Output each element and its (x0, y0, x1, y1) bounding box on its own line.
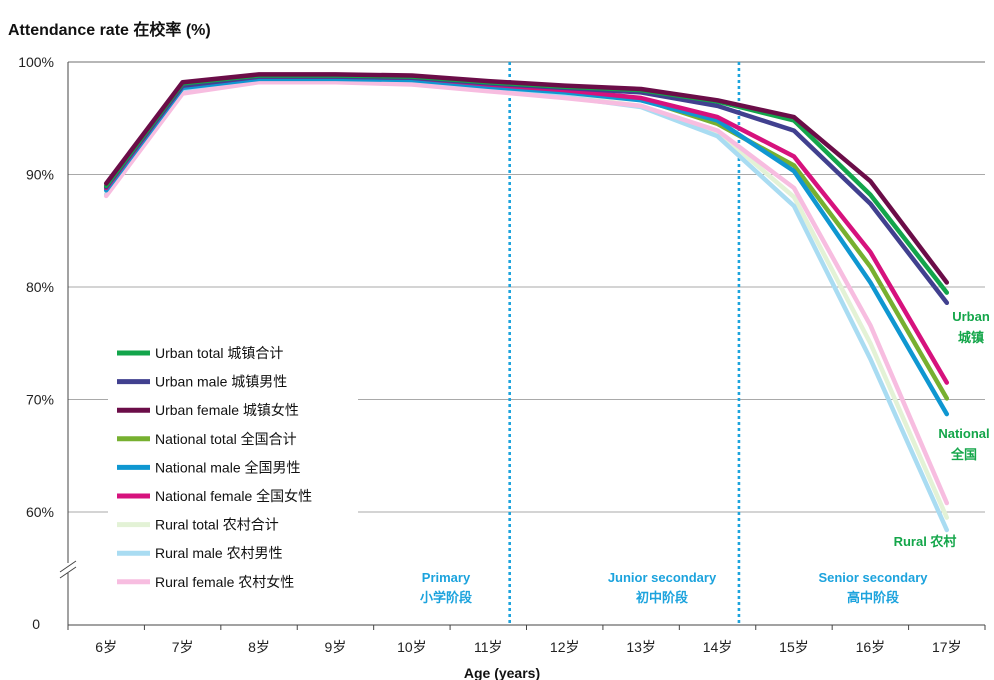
y-tick-label: 80% (26, 279, 54, 295)
x-tick-label: 12岁 (550, 639, 580, 655)
stage-label-zh: 高中阶段 (847, 590, 899, 605)
end-label-rural: Rural 农村 (894, 534, 957, 549)
stage-label-zh: 初中阶段 (636, 590, 688, 605)
axis-break-mark (59, 566, 77, 579)
y-axis-labels: 100% 90% 80% 70% 60% 0 (18, 54, 54, 632)
stage-label-zh: 小学阶段 (420, 590, 472, 605)
legend-label: Rural male 农村男性 (155, 545, 283, 561)
x-tick-label: 17岁 (932, 639, 962, 655)
x-tick-label: 8岁 (248, 639, 270, 655)
series-line (103, 79, 950, 506)
y-tick-label: 60% (26, 504, 54, 520)
legend: Urban total 城镇合计 Urban male 城镇男性 Urban fem… (108, 340, 358, 602)
legend-label: Urban male 城镇男性 (155, 374, 287, 390)
y-tick-label: 100% (18, 54, 54, 70)
series-line (103, 76, 950, 417)
x-tick-label: 7岁 (172, 639, 194, 655)
series-lines (103, 72, 950, 533)
x-tick-label: 6岁 (95, 639, 117, 655)
legend-label: Rural total 农村合计 (155, 517, 279, 533)
legend-label: National total 全国合计 (155, 431, 297, 447)
x-tick-label: 16岁 (856, 639, 886, 655)
axis-break-gap (61, 563, 75, 573)
end-labels: Urban 城镇 National 全国 Rural 农村 (894, 309, 990, 549)
y-tick-label: 90% (26, 167, 54, 183)
series-line (103, 72, 950, 285)
axis-break-mark (59, 560, 77, 573)
x-tick-label: 9岁 (325, 639, 347, 655)
legend-label: Rural female 农村女性 (155, 574, 294, 590)
stage-label-en: Junior secondary (608, 570, 717, 585)
stage-labels: Primary 小学阶段 Junior secondary 初中阶段 Senior se… (420, 570, 928, 605)
x-tick-label: 11岁 (474, 639, 503, 655)
x-tick-label: 10岁 (397, 639, 427, 655)
end-label-national-en: National (938, 426, 989, 441)
x-axis-labels: 6岁 7岁 8岁 9岁 10岁 11岁 12岁 13岁 14岁 15岁 16岁 17岁 (95, 639, 961, 655)
stage-label-en: Senior secondary (818, 570, 928, 585)
x-axis-title: Age (years) (464, 665, 540, 680)
end-label-urban-zh: 城镇 (958, 330, 984, 345)
stage-label-en: Primary (422, 570, 471, 585)
end-label-national-zh: 全国 (950, 447, 977, 462)
x-tick-label: 14岁 (703, 639, 733, 655)
chart-title: Attendance rate 在校率 (%) (8, 20, 211, 39)
y-tick-label: 70% (26, 392, 54, 408)
stage-dividers (508, 62, 741, 625)
end-label-urban-en: Urban (952, 309, 990, 324)
x-tick-label: 15岁 (779, 639, 809, 655)
axes (59, 62, 986, 630)
legend-label: Urban female 城镇女性 (155, 402, 299, 418)
x-tick-label: 13岁 (626, 639, 656, 655)
legend-label: National female 全国女性 (155, 488, 312, 504)
legend-label: National male 全国男性 (155, 459, 301, 475)
y-tick-label-zero: 0 (32, 616, 40, 632)
series-line (103, 74, 950, 385)
legend-label: Urban total 城镇合计 (155, 345, 283, 361)
